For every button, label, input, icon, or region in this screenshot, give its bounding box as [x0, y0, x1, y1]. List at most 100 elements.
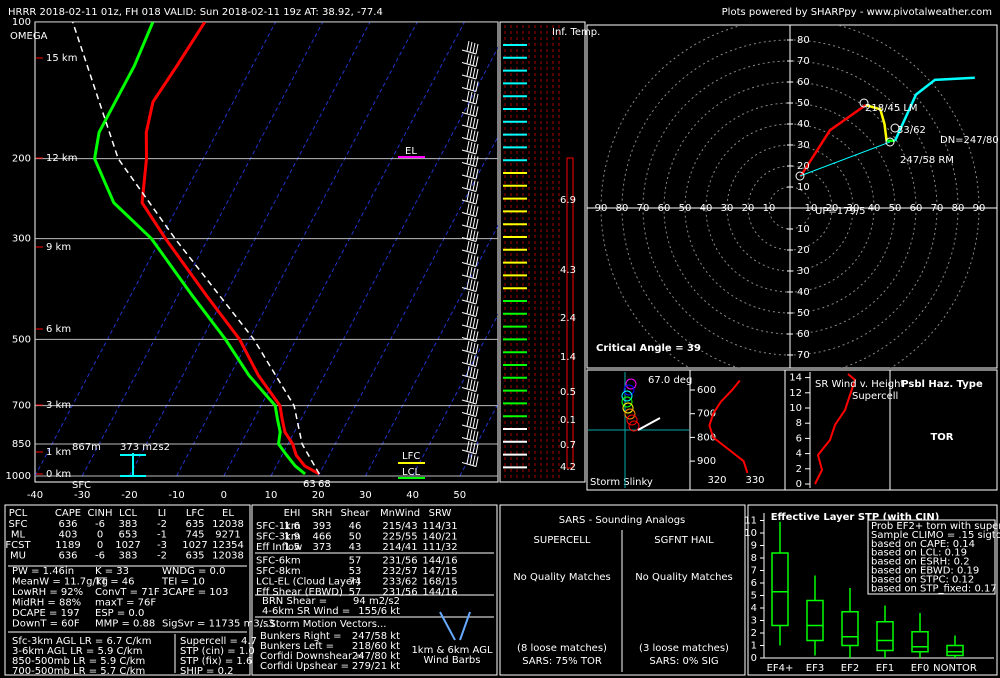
x-tick-label: 0: [221, 490, 227, 501]
wind-barb: [469, 429, 473, 440]
wind-barb: [469, 304, 473, 315]
y-tick-label: 2: [796, 464, 802, 475]
wind-barb: [472, 205, 476, 216]
wind-barb: [461, 374, 477, 380]
credit: Plots powered by SHARPpy - www.pivotalwe…: [722, 7, 992, 18]
y-tick-label: 60: [797, 329, 810, 340]
x-tick-label: 40: [868, 203, 881, 214]
wind-barb: [466, 278, 470, 289]
wind-barb: [461, 424, 477, 430]
index-cell: LowRH = 92%: [12, 587, 83, 598]
table-cell: 636: [58, 551, 77, 562]
wind-barb: [469, 404, 473, 415]
table-cell: -6: [95, 519, 105, 530]
x-tick-label: 50: [453, 490, 466, 501]
composite: Supercell = 4.7: [180, 636, 257, 647]
annotation: 867m: [72, 442, 101, 453]
y-tick-label: 600: [697, 385, 716, 396]
wind-barb: [461, 387, 477, 392]
height-label: 9 km: [46, 242, 71, 253]
wind-barb: [466, 340, 470, 352]
barb-note: 1km & 6km AGL: [411, 645, 493, 656]
wind-barb: [472, 280, 476, 291]
haz-frame: [889, 369, 998, 491]
table-header: LI: [158, 508, 167, 519]
x-tick-label: 40: [406, 490, 419, 501]
y-tick-label: 100: [12, 17, 31, 28]
wind-barb: [461, 312, 477, 317]
y-tick-label: 60: [797, 77, 810, 88]
kin-label: Corfidi Upshear =: [260, 661, 349, 672]
wind-barb: [466, 190, 470, 202]
table-header: CINH: [88, 508, 113, 519]
table-cell: 1.9: [284, 532, 300, 543]
wind-barb: [469, 154, 473, 165]
wind-barb: [475, 356, 479, 367]
column-value: 6.9: [560, 195, 576, 206]
wind-barb: [472, 355, 476, 366]
y-tick-label: 10: [789, 403, 802, 414]
x-tick-label: EF3: [806, 663, 824, 674]
column-value: 4.3: [560, 265, 576, 276]
wind-barb: [466, 103, 470, 114]
motion-marker: [885, 137, 895, 147]
stp-frame: [747, 504, 998, 676]
table-cell: 57: [349, 556, 362, 567]
table-cell: 74: [349, 577, 362, 588]
box: [771, 552, 789, 627]
wind-barb: [461, 437, 477, 442]
y-tick-label: 6: [751, 578, 757, 589]
wind-barb: [469, 241, 473, 253]
wind-barb: [469, 354, 473, 365]
y-tick-label: 500: [12, 334, 31, 345]
legend-entry: based on EBWD: 0.19: [871, 566, 979, 577]
wind-barb: [461, 224, 477, 230]
isotherm: [81, 22, 324, 477]
wind-barb: [466, 140, 470, 152]
hodo-plot: [587, 25, 997, 368]
wind-barb: [472, 180, 476, 191]
wind-barb: [461, 74, 477, 80]
sars-head: SUPERCELL: [534, 535, 591, 546]
x-tick-label: EF0: [911, 663, 929, 674]
table-cell: 12354: [212, 540, 244, 551]
wind-barb: [475, 243, 479, 255]
column-bar: [566, 157, 574, 469]
wind-barb: [461, 62, 477, 67]
wind-barb: [472, 55, 476, 66]
sars-text: SARS: 75% TOR: [522, 656, 602, 667]
y-tick-label: 10: [797, 182, 810, 193]
kin-label: Bunkers Left =: [260, 641, 334, 652]
hodo-label: UP=179/5: [815, 206, 866, 217]
x-tick-label: EF1: [876, 663, 894, 674]
wind-barb: [475, 293, 479, 305]
x-tick-label: 80: [616, 203, 629, 214]
wind-barb: [461, 412, 477, 417]
y-tick-label: 30: [797, 266, 810, 277]
wind-barb: [466, 215, 470, 227]
height-label: 6 km: [46, 324, 71, 335]
wind-barb: [472, 92, 476, 104]
index-cell: 3CAPE = 103: [162, 587, 228, 598]
column-value: 4.2: [560, 462, 576, 473]
index-cell: ConvT = 71F: [95, 587, 160, 598]
isotherm: [176, 22, 418, 477]
legend-box: [867, 519, 996, 595]
wind-barb: [466, 440, 470, 452]
y-tick-label: 40: [797, 119, 810, 130]
table-cell: 635: [185, 519, 204, 530]
table-cell: ML: [11, 530, 26, 541]
wind-barb: [472, 155, 476, 166]
wind-barb: [469, 329, 473, 340]
wind-barb: [466, 153, 470, 164]
wind-barb: [466, 65, 470, 77]
wind-barb: [472, 417, 476, 429]
x-tick-label: 40: [700, 203, 713, 214]
wind-barb: [469, 279, 473, 290]
index-cell: DCAPE = 197: [12, 608, 80, 619]
wind-barb: [466, 128, 470, 139]
table-cell: FCST: [5, 540, 31, 551]
wind-barb: [466, 90, 470, 102]
wind-barb: [472, 42, 476, 54]
